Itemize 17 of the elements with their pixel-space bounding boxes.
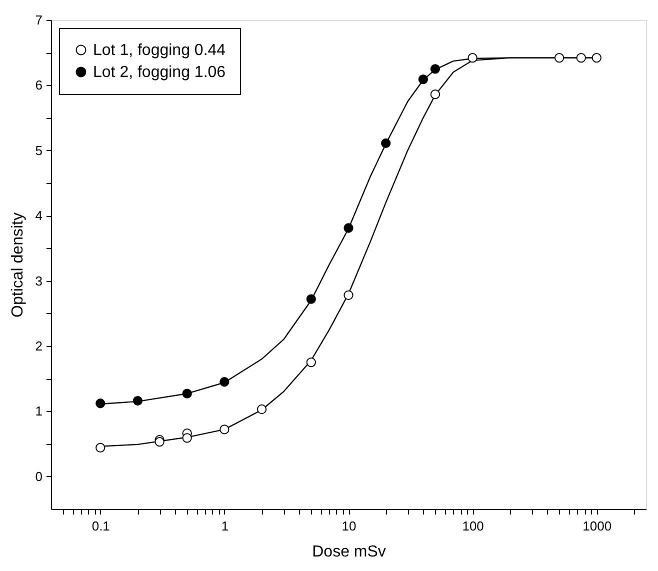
y-tick-label: 4 [35, 208, 42, 224]
y-tick-label: 5 [35, 142, 42, 158]
x-tick-label: 1 [221, 518, 229, 534]
x-tick-label: 0.1 [92, 518, 110, 534]
y-tick-label: 6 [35, 78, 42, 93]
y-tick-label: 1 [35, 404, 42, 419]
y-tick-label: 2 [35, 338, 42, 354]
x-tick-label: 1000 [582, 518, 612, 534]
legend-label: Lot 2, fogging 1.06 [93, 64, 226, 81]
y-axis-title: Optical density [9, 212, 26, 318]
x-axis-title: Dose mSv [312, 544, 386, 560]
y-tick-label: 3 [35, 273, 42, 288]
y-tick-label: 0 [35, 468, 42, 484]
x-tick-label: 100 [462, 518, 484, 534]
x-tick-label: 10 [342, 518, 356, 534]
y-tick-label: 7 [35, 12, 42, 28]
legend-label: Lot 1, fogging 0.44 [93, 42, 226, 59]
